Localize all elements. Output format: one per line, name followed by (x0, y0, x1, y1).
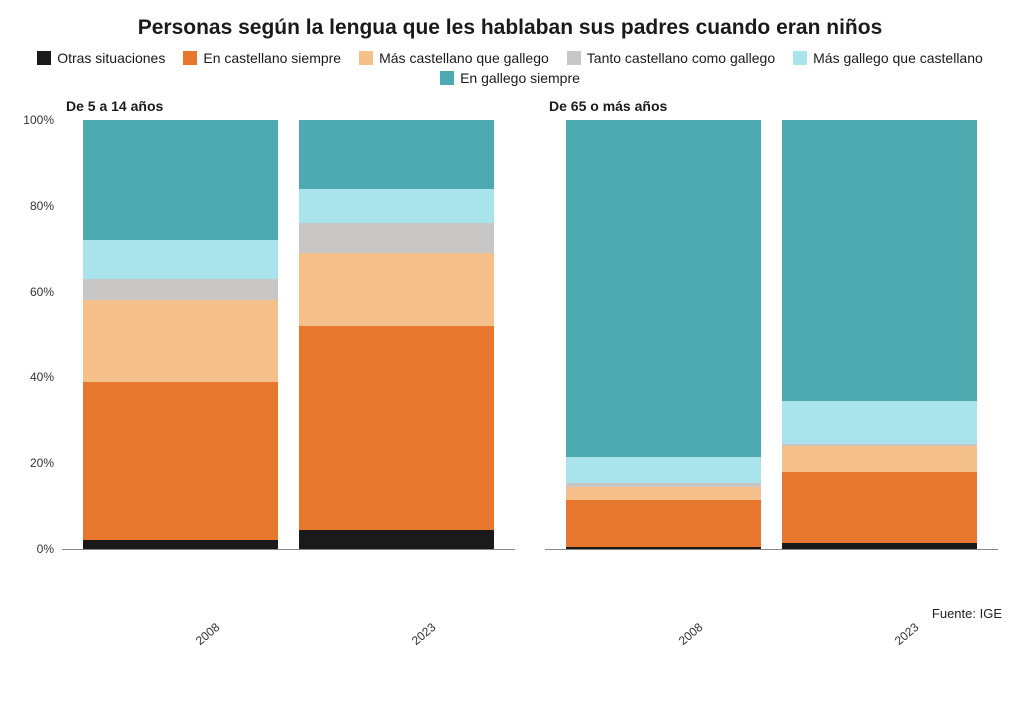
stacked-bar (566, 120, 761, 549)
panel-title: De 65 o más años (545, 98, 998, 114)
bars-container (62, 120, 515, 549)
bar-segment-otras (299, 530, 494, 549)
stacked-bar (782, 120, 977, 549)
panel: De 65 o más años 20082023 (545, 98, 998, 580)
chart-panels: De 5 a 14 años0%20%40%60%80%100%20082023… (18, 98, 1002, 580)
x-tick-label: 2023 (828, 566, 986, 702)
legend-label: Tanto castellano como gallego (587, 50, 775, 66)
y-tick-label: 100% (23, 113, 54, 127)
bar-segment-mas_gallego (299, 189, 494, 223)
x-tick-label: 2008 (611, 566, 769, 702)
plot-area: 0%20%40%60%80%100% (62, 120, 515, 550)
legend-label: Otras situaciones (57, 50, 165, 66)
stacked-bar (83, 120, 278, 549)
legend-swatch (793, 51, 807, 65)
bar-segment-mas_castellano (566, 487, 761, 500)
x-tick-label: 2008 (128, 566, 286, 702)
x-tick-label: 2023 (345, 566, 503, 702)
legend: Otras situaciones En castellano siempre Má… (18, 50, 1002, 86)
y-tick-label: 60% (30, 285, 54, 299)
y-axis: 0%20%40%60%80%100% (18, 120, 58, 549)
bar-segment-mas_castellano (83, 300, 278, 382)
legend-item-tanto: Tanto castellano como gallego (567, 50, 775, 66)
legend-item-mas_castellano: Más castellano que gallego (359, 50, 549, 66)
plot-area (545, 120, 998, 550)
bar-segment-otras (782, 543, 977, 549)
bar-segment-mas_castellano (299, 253, 494, 326)
legend-label: Más castellano que gallego (379, 50, 549, 66)
source-caption: Fuente: IGE (18, 606, 1002, 621)
bar-segment-gallego_siempre (782, 120, 977, 401)
legend-swatch (183, 51, 197, 65)
bar-segment-castellano_siempre (83, 382, 278, 541)
bars-container (545, 120, 998, 549)
legend-swatch (440, 71, 454, 85)
bar-segment-mas_castellano (782, 446, 977, 472)
panel: De 5 a 14 años 0%20%40%60%80%100% 20082023 (62, 98, 515, 580)
legend-swatch (37, 51, 51, 65)
bar-segment-castellano_siempre (782, 472, 977, 543)
y-tick-label: 0% (37, 542, 54, 556)
x-axis: 20082023 (62, 566, 515, 580)
legend-label: En gallego siempre (460, 70, 580, 86)
legend-label: Más gallego que castellano (813, 50, 983, 66)
y-tick-label: 40% (30, 370, 54, 384)
bar-segment-mas_gallego (83, 240, 278, 279)
legend-item-gallego_siempre: En gallego siempre (440, 70, 580, 86)
legend-item-castellano_siempre: En castellano siempre (183, 50, 341, 66)
legend-swatch (359, 51, 373, 65)
bar-segment-otras (83, 540, 278, 549)
bar-segment-tanto (299, 223, 494, 253)
bar-segment-gallego_siempre (299, 120, 494, 189)
y-tick-label: 80% (30, 199, 54, 213)
bar-segment-tanto (83, 279, 278, 300)
bar-segment-gallego_siempre (83, 120, 278, 240)
y-tick-label: 20% (30, 456, 54, 470)
chart-title: Personas según la lengua que les hablaba… (18, 16, 1002, 40)
bar-segment-castellano_siempre (299, 326, 494, 530)
bar-segment-mas_gallego (566, 457, 761, 483)
stacked-bar (299, 120, 494, 549)
x-axis: 20082023 (545, 566, 998, 580)
bar-segment-castellano_siempre (566, 500, 761, 547)
legend-item-mas_gallego: Más gallego que castellano (793, 50, 983, 66)
bar-segment-gallego_siempre (566, 120, 761, 457)
legend-label: En castellano siempre (203, 50, 341, 66)
legend-item-otras: Otras situaciones (37, 50, 165, 66)
bar-segment-mas_gallego (782, 401, 977, 444)
panel-title: De 5 a 14 años (62, 98, 515, 114)
legend-swatch (567, 51, 581, 65)
bar-segment-otras (566, 547, 761, 549)
